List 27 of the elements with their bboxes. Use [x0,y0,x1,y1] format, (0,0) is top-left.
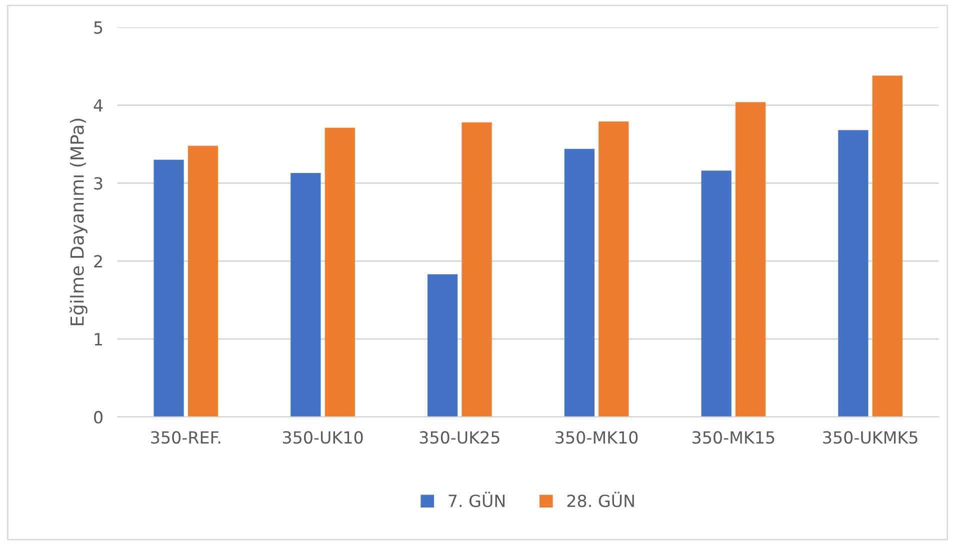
x-tick-label: 350-MK15 [692,431,774,444]
y-axis-title: Eğilme Dayanımı (MPa) [69,118,88,326]
y-tick-label: 4 [94,99,103,112]
bar [428,274,458,417]
bar [701,170,732,417]
bar [564,148,595,417]
bar [838,130,868,417]
x-tick-label: 350-UKMK5 [823,431,918,444]
bar [462,122,492,417]
bar [188,146,218,417]
legend-label: 28. GÜN [567,492,634,508]
bar [735,102,766,417]
y-tick-label: 2 [94,255,102,268]
y-tick-label: 3 [94,177,102,190]
bar [290,172,321,417]
x-tick-label: 350-MK10 [556,431,638,444]
bar [154,160,184,417]
legend-label: 7. GÜN [448,492,505,508]
bar [598,122,629,417]
y-tick-label: 5 [94,21,102,34]
y-tick-label: 1 [94,333,102,346]
bar [324,128,355,417]
x-tick-label: 350-UK10 [282,431,363,444]
x-tick-label: 350-REF. [151,431,220,444]
bar [872,76,902,417]
x-tick-label: 350-UK25 [420,431,500,444]
y-tick-label: 0 [94,410,102,424]
